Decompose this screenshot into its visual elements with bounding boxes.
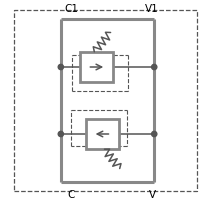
Text: V: V <box>149 189 156 199</box>
Circle shape <box>58 132 64 137</box>
Text: C: C <box>67 189 75 199</box>
Text: C1: C1 <box>64 4 78 14</box>
Text: V1: V1 <box>145 4 159 14</box>
Circle shape <box>151 65 157 70</box>
Circle shape <box>151 132 157 137</box>
Bar <box>80 53 113 83</box>
Circle shape <box>58 65 64 70</box>
Bar <box>86 119 119 149</box>
